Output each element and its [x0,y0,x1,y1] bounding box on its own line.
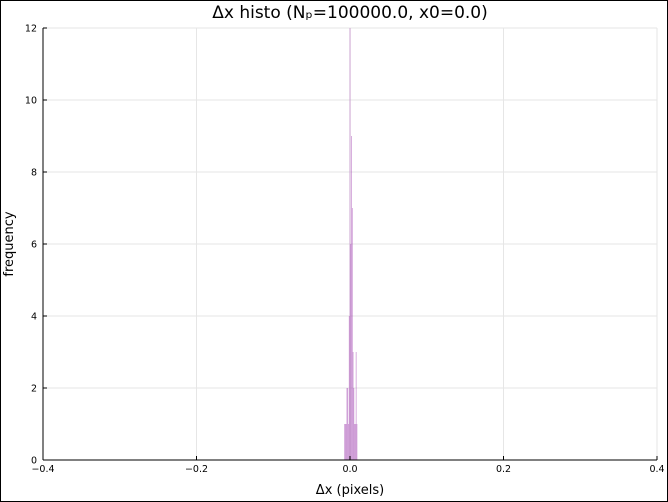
histogram-bar [356,424,358,460]
y-tick-label: 2 [31,384,37,395]
histogram-bar [351,136,352,460]
histogram-bar [350,244,352,460]
histogram-bar [348,316,350,460]
histogram-bar [347,388,349,460]
histogram-bar [344,424,346,460]
y-tick-labels: 0 2 4 6 8 10 12 [25,24,37,467]
histogram-bar [354,424,356,460]
y-tick-label: 8 [31,168,37,179]
y-tick-label: 0 [31,456,37,467]
histogram-bar [354,424,356,460]
y-tick-label: 6 [31,240,37,251]
x-tick-label: 0.4 [649,464,664,475]
histogram-bar [351,208,353,460]
y-tick-label: 12 [25,24,37,35]
x-tick-label: 0.0 [342,464,357,475]
histogram-bar [345,424,347,460]
chart-title: Δx histo (Nₚ=100000.0, x0=0.0) [212,3,488,23]
histogram-bar [349,28,351,460]
histogram-bar [352,352,354,460]
histogram-bar [353,388,355,460]
histogram-bars [344,28,358,460]
y-tick-label: 4 [31,312,37,323]
axes [42,27,658,461]
y-tick-label: 10 [25,96,37,107]
histogram-bar [348,424,349,460]
x-axis-label: Δx (pixels) [316,483,384,498]
x-tick-label: −0.2 [185,464,208,475]
x-tick-label: 0.2 [496,464,511,475]
histogram-bar [346,388,348,460]
x-tick-label: −0.4 [31,464,54,475]
y-axis-label: frequency [2,211,17,277]
histogram-bar [355,352,357,460]
histogram-bar [345,424,346,460]
x-tick-labels: −0.4 −0.2 0.0 0.2 0.4 [31,464,664,475]
